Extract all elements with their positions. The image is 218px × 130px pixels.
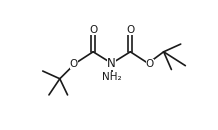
Text: O: O — [126, 25, 135, 35]
Text: O: O — [146, 59, 154, 69]
Text: O: O — [70, 59, 78, 69]
Text: O: O — [89, 25, 97, 35]
Text: NH₂: NH₂ — [102, 72, 122, 82]
Text: N: N — [107, 57, 116, 70]
